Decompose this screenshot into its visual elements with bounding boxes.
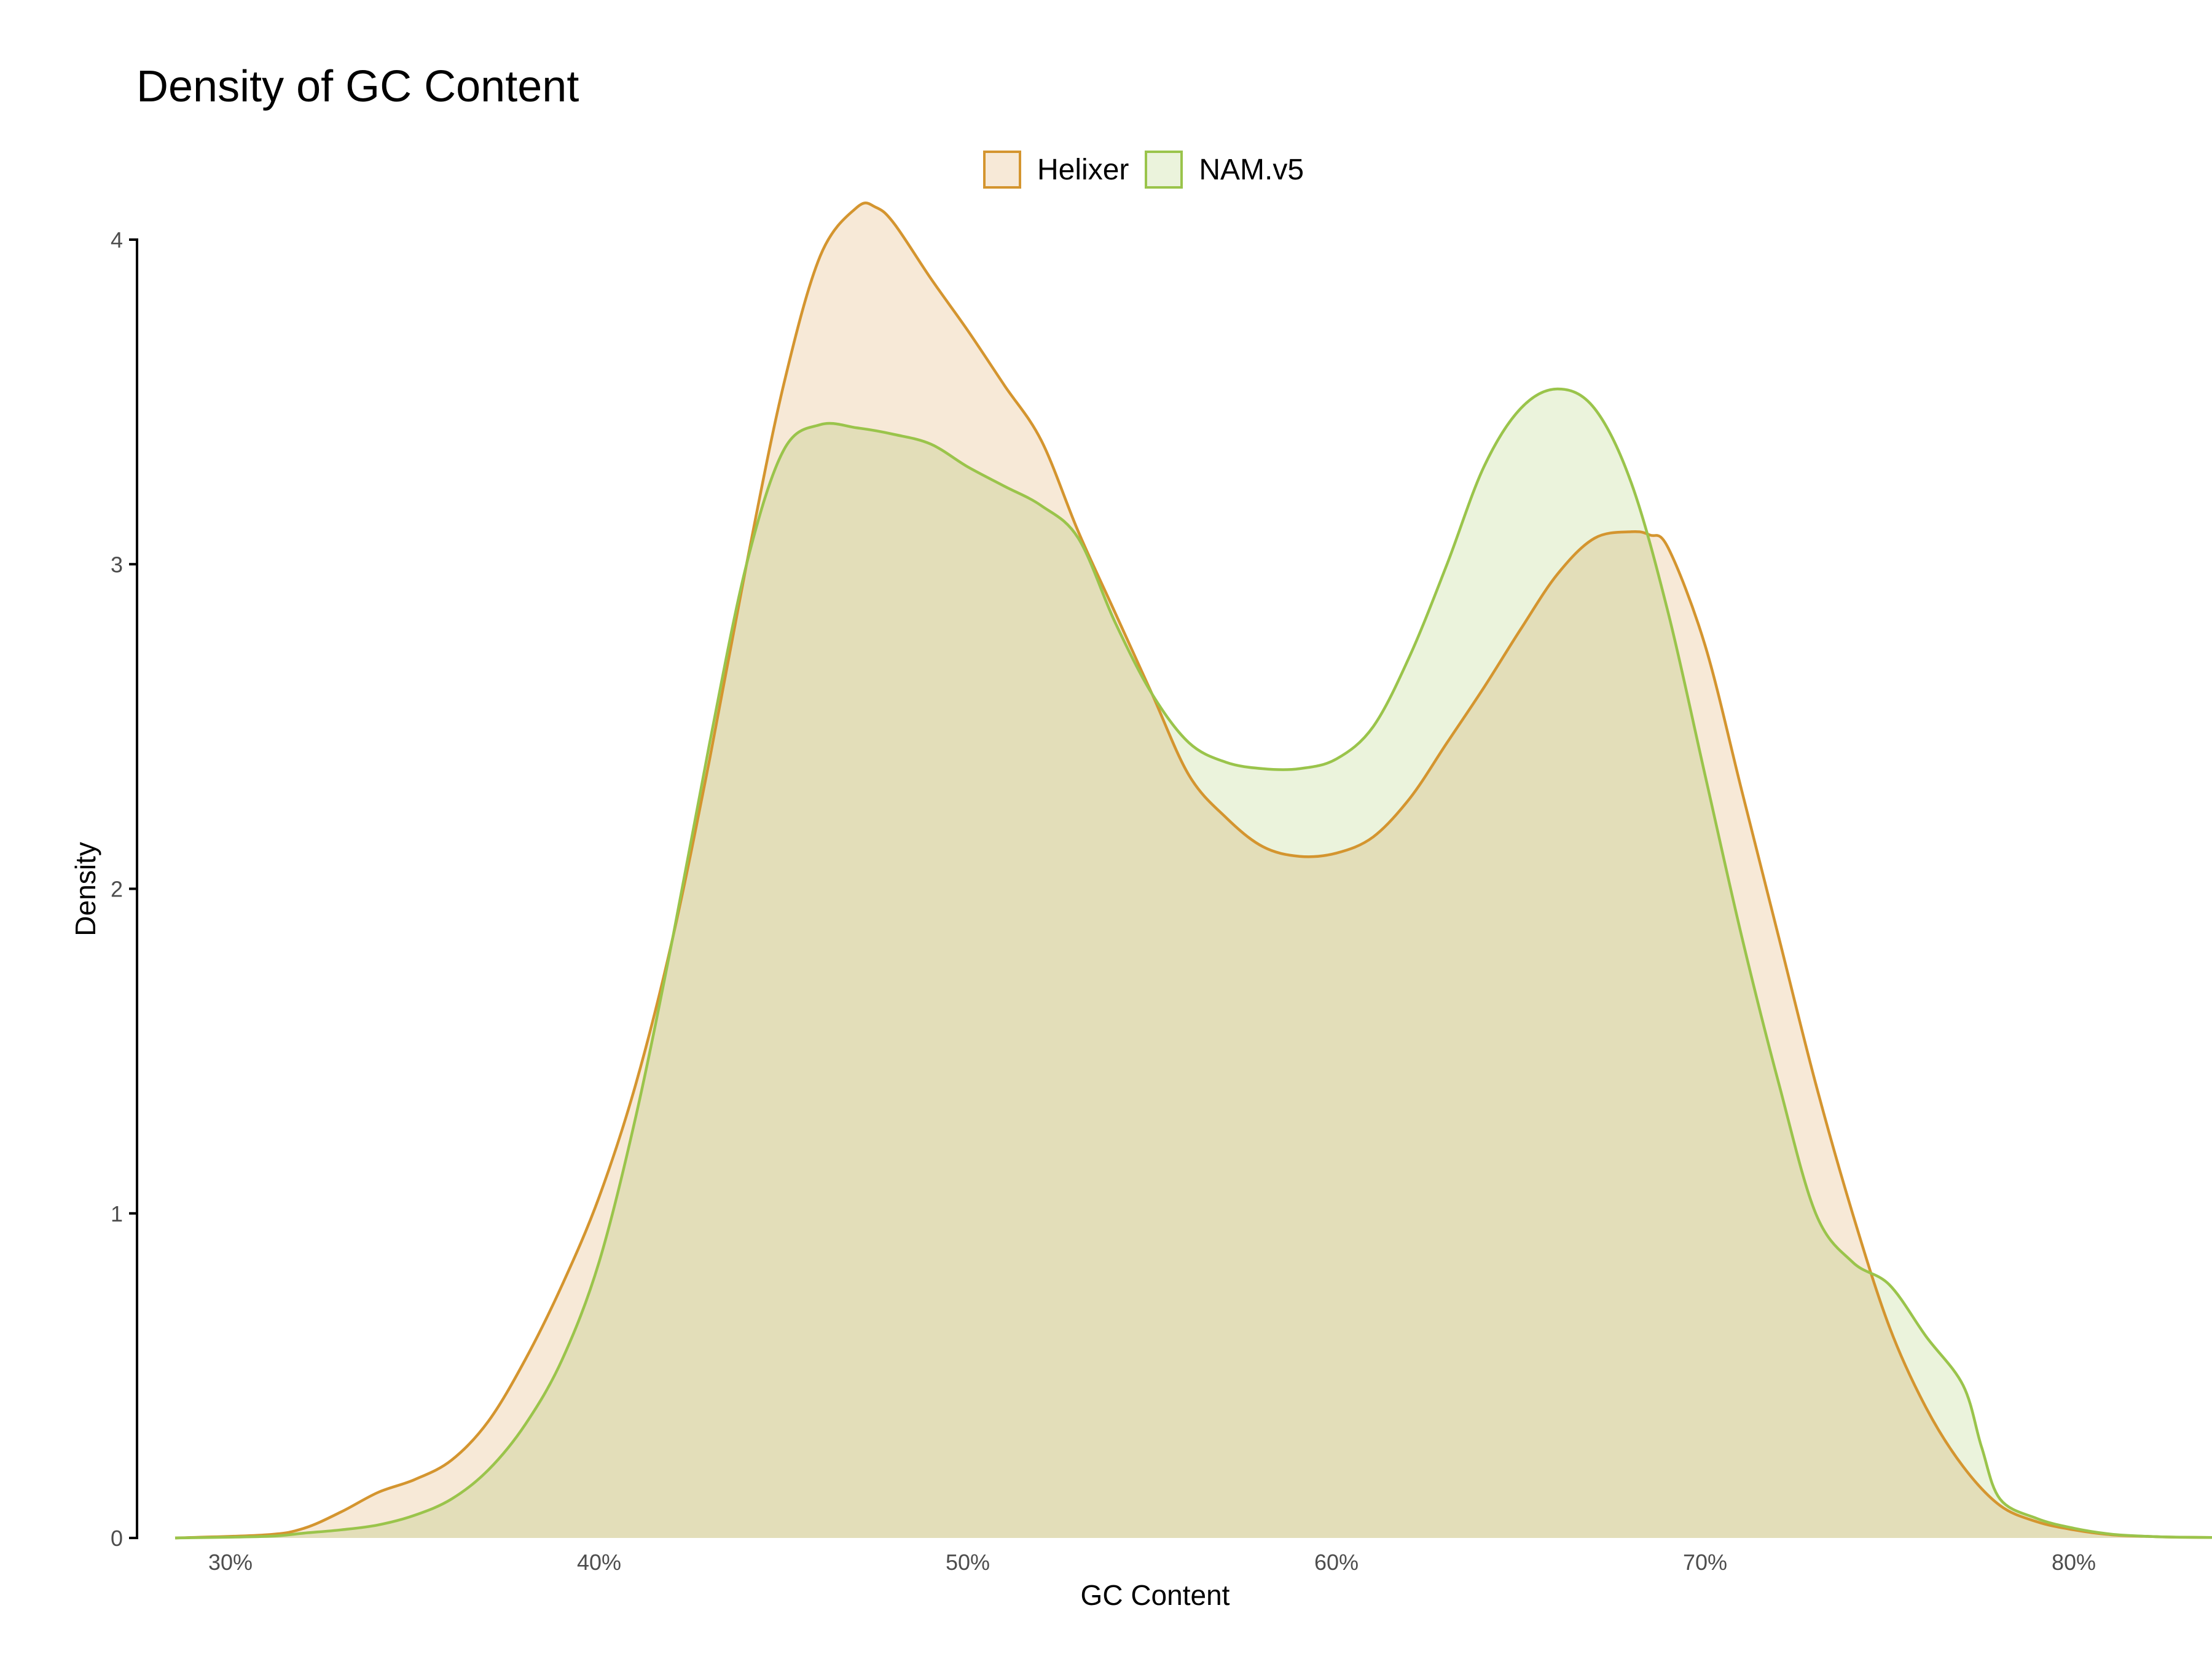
- y-tick-label: 1: [111, 1201, 123, 1226]
- legend: Helixer NAM.v5: [983, 146, 1320, 193]
- y-tick-label: 0: [111, 1526, 123, 1551]
- x-tick-label: 80%: [2052, 1550, 2096, 1575]
- x-tick-label: 50%: [946, 1550, 990, 1575]
- x-tick-label: 30%: [208, 1550, 253, 1575]
- y-tick-label: 4: [111, 227, 123, 253]
- density-line-namv5: [175, 387, 2212, 1540]
- y-tick-label: 2: [111, 877, 123, 902]
- y-axis-title: Density: [69, 842, 101, 936]
- density-area-namv5: [175, 389, 2212, 1538]
- y-tick-label: 3: [111, 552, 123, 577]
- x-axis-title: GC Content: [1081, 1579, 1230, 1611]
- legend-item-helixer: Helixer: [983, 151, 1129, 189]
- x-axis-ticks: 30% 40% 50% 60% 70% 80%: [208, 1550, 2096, 1575]
- legend-label-helixer: Helixer: [1037, 153, 1129, 186]
- x-tick-label: 40%: [577, 1550, 621, 1575]
- legend-item-namv5: NAM.v5: [1145, 151, 1304, 189]
- legend-key-helixer: [983, 151, 1021, 189]
- x-tick-label: 70%: [1683, 1550, 1727, 1575]
- density-line-helixer: [175, 202, 2212, 1540]
- y-axis-ticks: 0 1 2 3 4: [111, 227, 137, 1551]
- legend-label-namv5: NAM.v5: [1199, 153, 1304, 186]
- legend-key-namv5: [1145, 151, 1183, 189]
- density-areas: [175, 202, 2212, 1540]
- chart-title: Density of GC Content: [136, 62, 579, 111]
- x-tick-label: 60%: [1314, 1550, 1359, 1575]
